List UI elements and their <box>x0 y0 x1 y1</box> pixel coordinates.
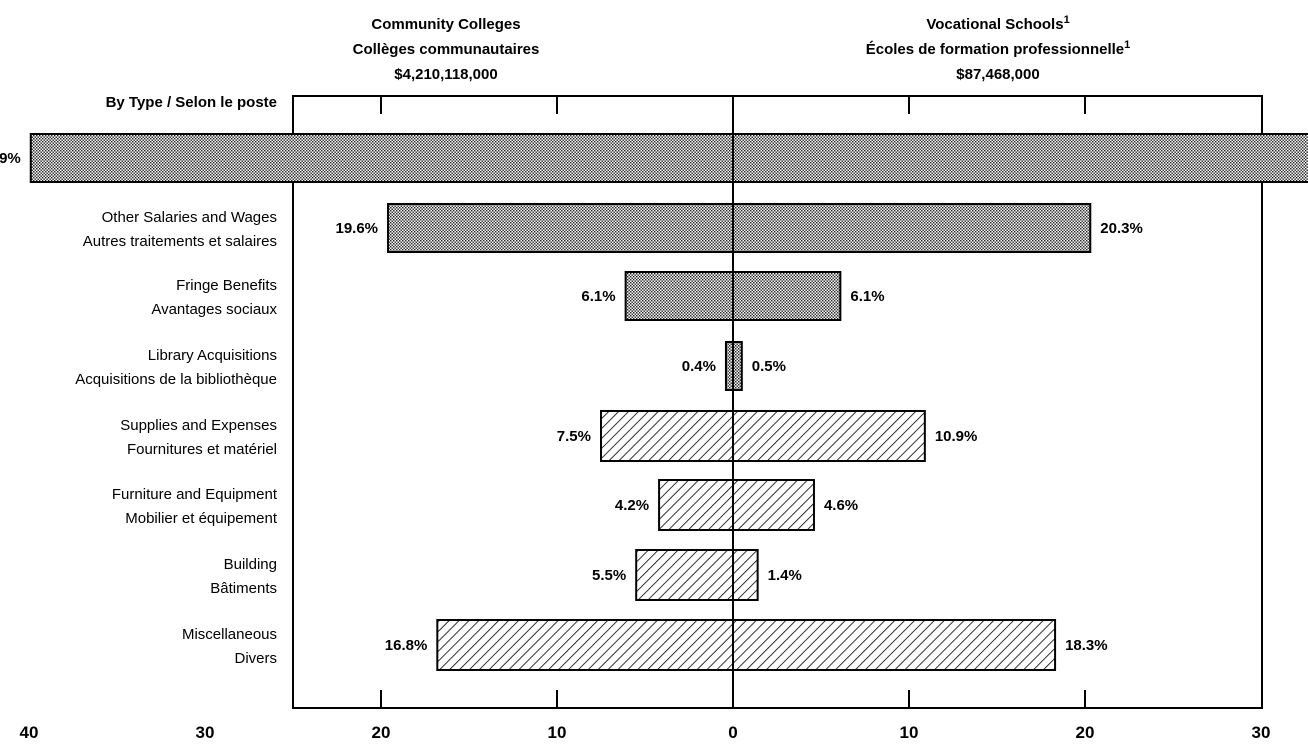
bar-right <box>732 341 743 391</box>
right-panel-title-fr: Écoles de formation professionnelle1 <box>866 39 1131 58</box>
bar-right <box>732 133 1308 183</box>
right-panel-title-en-text: Vocational Schools <box>926 16 1063 33</box>
x-tick-label: 30 <box>196 723 215 742</box>
x-tick-label: 10 <box>900 723 919 742</box>
category-label-fr: Avantages sociaux <box>151 301 277 318</box>
left-panel-total: $4,210,118,000 <box>394 66 497 83</box>
bar-left-label: 0.4% <box>682 358 716 375</box>
x-tick-label: 0 <box>728 723 737 742</box>
bar-left <box>387 203 734 253</box>
bar-right-label: 0.5% <box>752 358 786 375</box>
bar-right-label: 18.3% <box>1065 637 1108 654</box>
category-label-fr: Fournitures et matériel <box>127 441 277 458</box>
bar-left <box>635 549 735 601</box>
bar-right <box>732 410 926 462</box>
x-tick-label: 20 <box>1076 723 1095 742</box>
bar-right <box>732 203 1092 253</box>
category-label-fr: Mobilier et équipement <box>125 510 278 527</box>
footnote-mark: 1 <box>1064 14 1070 26</box>
category-label-en: Furniture and Equipment <box>112 486 278 503</box>
bar-right <box>732 479 815 531</box>
bar-left-label: 16.8% <box>385 637 428 654</box>
bar-right <box>732 271 842 321</box>
footnote-mark-2: 1 <box>1124 39 1130 51</box>
right-panel-title-en: Vocational Schools1 <box>926 14 1069 33</box>
plot-frame <box>292 95 1263 709</box>
bar-left-label: 5.5% <box>592 567 626 584</box>
right-panel-title-fr-text: Écoles de formation professionnelle <box>866 41 1124 58</box>
category-label-en: Other Salaries and Wages <box>102 209 277 226</box>
left-panel-title-fr: Collèges communautaires <box>353 41 540 58</box>
x-tick-label: 40 <box>20 723 39 742</box>
x-tick-label: 30 <box>1252 723 1271 742</box>
bar-left <box>724 341 735 391</box>
bar-right-label: 6.1% <box>850 288 884 305</box>
bar-right <box>732 549 759 601</box>
bar-left-label: 39.9% <box>0 150 21 167</box>
category-label-en: Building <box>224 556 277 573</box>
bar-left-label: 19.6% <box>335 220 378 237</box>
bar-left-label: 4.2% <box>615 497 649 514</box>
bar-right-label: 1.4% <box>768 567 802 584</box>
category-label-fr: Bâtiments <box>210 580 277 597</box>
bar-right <box>732 619 1057 671</box>
x-tick-label: 20 <box>372 723 391 742</box>
bar-left <box>29 133 734 183</box>
bar-left <box>658 479 735 531</box>
x-tick-label: 10 <box>548 723 567 742</box>
bar-left-label: 7.5% <box>557 428 591 445</box>
bar-right-label: 10.9% <box>935 428 978 445</box>
category-label-fr: Divers <box>234 650 277 667</box>
category-label-en: Library Acquisitions <box>148 347 277 364</box>
bar-right-label: 20.3% <box>1100 220 1143 237</box>
bar-left <box>436 619 734 671</box>
bar-left <box>600 410 734 462</box>
category-label-en: Fringe Benefits <box>176 277 277 294</box>
category-label-fr: Autres traitements et salaires <box>83 233 277 250</box>
category-label-fr: Acquisitions de la bibliothèque <box>75 371 277 388</box>
bar-left-label: 6.1% <box>581 288 615 305</box>
category-label-en: Miscellaneous <box>182 626 277 643</box>
bar-left <box>624 271 735 321</box>
bar-right-label: 4.6% <box>824 497 858 514</box>
right-panel-total: $87,468,000 <box>956 66 1039 83</box>
left-panel-title-en: Community Colleges <box>371 16 520 33</box>
row-header: By Type / Selon le poste <box>106 94 277 111</box>
category-label-en: Supplies and Expenses <box>120 417 277 434</box>
